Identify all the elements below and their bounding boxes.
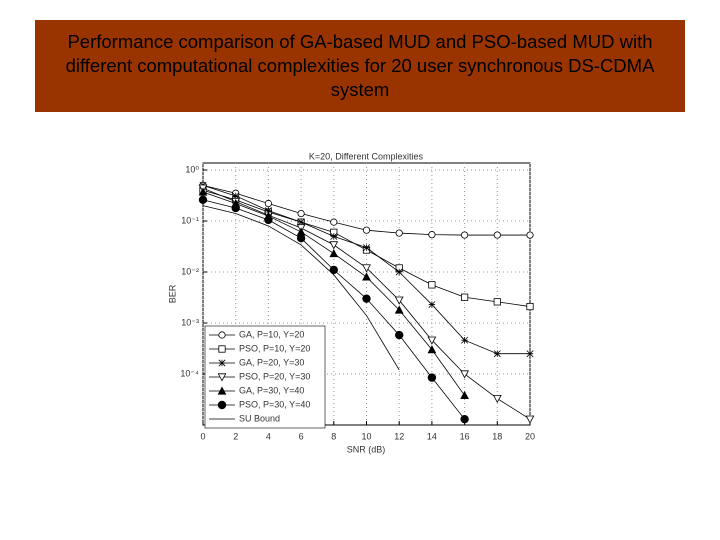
x-tick-label: 12 <box>394 431 404 441</box>
x-tick-label: 18 <box>492 431 502 441</box>
marker <box>395 330 404 340</box>
x-tick-label: 6 <box>299 431 304 441</box>
chart-title: K=20, Different Complexities <box>309 151 424 161</box>
legend-marker <box>217 400 227 410</box>
x-tick-label: 14 <box>427 431 437 441</box>
marker <box>428 231 436 239</box>
marker <box>460 293 469 301</box>
marker <box>394 296 404 305</box>
marker <box>428 281 436 289</box>
slide-title: Performance comparison of GA-based MUD a… <box>35 20 685 112</box>
marker <box>329 265 338 275</box>
marker <box>329 249 339 258</box>
marker <box>526 350 534 358</box>
marker <box>264 215 273 225</box>
marker <box>362 294 371 303</box>
marker <box>362 226 371 234</box>
x-tick-label: 10 <box>361 431 371 441</box>
marker <box>198 195 208 205</box>
y-tick-label: 10⁰ <box>185 164 199 174</box>
marker <box>427 336 437 345</box>
x-tick-label: 8 <box>331 431 336 441</box>
series-line <box>202 205 400 371</box>
x-axis-label: SNR (dB) <box>347 444 386 454</box>
marker <box>198 187 208 196</box>
marker <box>461 336 469 344</box>
marker <box>297 218 305 226</box>
marker <box>329 241 339 250</box>
marker <box>395 268 403 276</box>
marker <box>526 302 534 311</box>
x-tick-label: 2 <box>233 431 238 441</box>
legend-marker <box>217 386 227 395</box>
legend-marker <box>218 331 226 339</box>
legend-label: PSO, P=20, Y=30 <box>239 371 310 381</box>
marker <box>525 415 535 424</box>
marker <box>493 350 501 358</box>
y-tick-label: 10⁻¹ <box>181 215 199 225</box>
x-tick-label: 16 <box>460 431 470 441</box>
marker <box>231 203 240 213</box>
marker <box>264 207 272 215</box>
x-tick-label: 4 <box>266 431 271 441</box>
legend-label: GA, P=30, Y=40 <box>239 385 304 395</box>
marker <box>394 305 404 314</box>
legend-label: PSO, P=30, Y=40 <box>239 399 310 409</box>
y-axis-label: BER <box>167 284 177 303</box>
marker <box>297 209 305 218</box>
y-tick-label: 10⁻² <box>181 266 199 276</box>
marker <box>428 301 436 309</box>
marker <box>460 370 469 379</box>
marker <box>526 231 534 239</box>
marker <box>362 272 371 281</box>
legend-label: GA, P=20, Y=30 <box>239 357 304 367</box>
marker <box>460 414 469 424</box>
marker <box>330 232 338 240</box>
legend-marker <box>218 345 226 353</box>
marker <box>427 373 437 382</box>
marker <box>492 394 502 404</box>
marker <box>395 229 403 237</box>
marker <box>460 231 469 239</box>
legend-label: PSO, P=10, Y=20 <box>239 343 310 353</box>
marker <box>493 298 501 306</box>
marker <box>296 233 306 243</box>
legend-marker <box>217 373 227 382</box>
legend-label: SU Bound <box>239 413 280 423</box>
marker <box>460 390 469 400</box>
marker <box>363 244 370 252</box>
legend-label: GA, P=10, Y=20 <box>239 329 304 339</box>
marker <box>330 218 338 226</box>
marker <box>232 192 240 200</box>
marker <box>427 345 437 354</box>
x-tick-label: 0 <box>200 431 205 441</box>
legend-marker <box>218 359 226 367</box>
y-tick-label: 10⁻⁴ <box>180 368 199 378</box>
marker <box>264 199 272 208</box>
y-tick-label: 10⁻³ <box>181 317 199 327</box>
x-tick-label: 20 <box>525 431 535 441</box>
marker <box>362 264 371 273</box>
marker <box>493 231 501 239</box>
